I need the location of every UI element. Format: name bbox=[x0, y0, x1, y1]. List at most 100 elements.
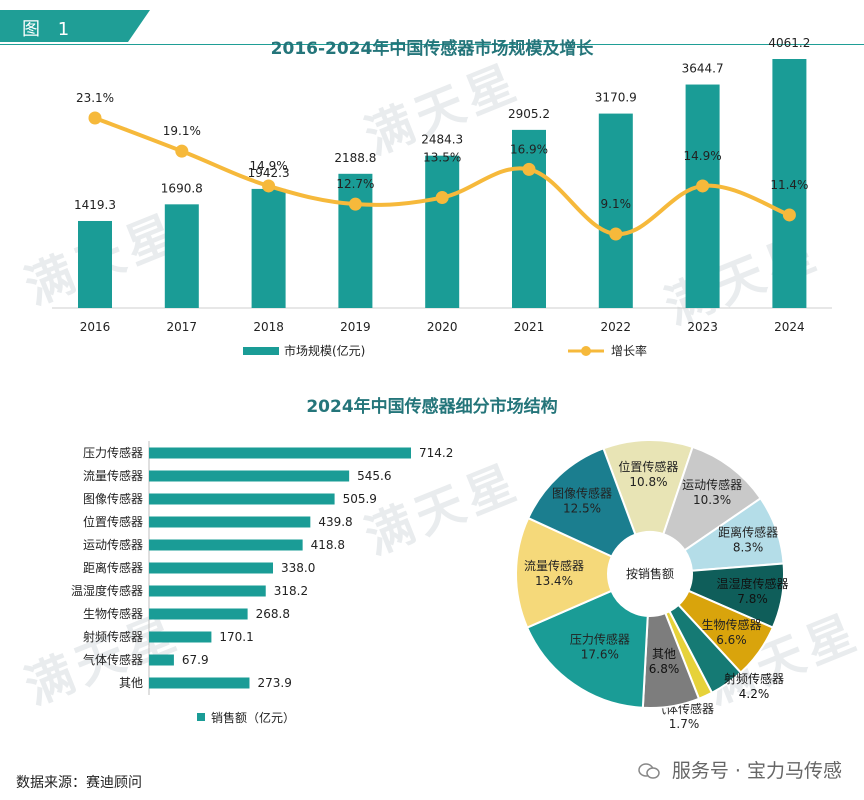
pie-slice-value: 17.6% bbox=[581, 647, 619, 661]
growth-rate-label: 11.4% bbox=[770, 178, 808, 192]
bar-value-label: 170.1 bbox=[219, 630, 253, 644]
pie-slice-value: 4.2% bbox=[739, 687, 770, 701]
wechat-icon bbox=[638, 763, 660, 779]
pie-slice-value: 13.4% bbox=[535, 574, 573, 588]
pie-slice-name: 距离传感器 bbox=[718, 524, 778, 539]
pie-slice-value: 1.7% bbox=[669, 717, 700, 731]
segment-bar-chart: 压力传感器 714.2 流量传感器 545.6 图像传感器 505.9 位置传感器 439.8… bbox=[71, 441, 453, 725]
y-tick-label: 图像传感器 bbox=[83, 491, 143, 506]
legend-swatch-market-size bbox=[243, 347, 279, 355]
pie-slice bbox=[526, 447, 637, 558]
bar-market-size bbox=[512, 129, 546, 308]
pie-slice-name: 其他 bbox=[652, 647, 676, 661]
bar-market-size bbox=[685, 84, 720, 309]
bar-market-size bbox=[78, 220, 112, 308]
legend-swatch-sales bbox=[197, 713, 205, 721]
growth-rate-point bbox=[609, 227, 623, 241]
y-tick-label: 流量传感器 bbox=[83, 468, 143, 483]
figure-label: 图 1 bbox=[0, 10, 150, 42]
x-tick-label: 2018 bbox=[253, 320, 284, 334]
bar-value-label: 67.9 bbox=[182, 653, 209, 667]
legend-label-growth-rate: 增长率 bbox=[611, 343, 647, 358]
legend-label-sales: 销售额（亿元） bbox=[211, 710, 295, 725]
growth-rate-point bbox=[435, 191, 449, 205]
x-tick-label: 2021 bbox=[514, 320, 545, 334]
pie-center-label: 按销售额 bbox=[626, 566, 674, 581]
bar-value-label: 268.8 bbox=[256, 607, 290, 621]
bar-segment-sales bbox=[149, 539, 303, 551]
growth-rate-point bbox=[175, 144, 189, 158]
bar-value-label: 1942.3 bbox=[248, 166, 290, 180]
growth-rate-label: 19.1% bbox=[163, 124, 201, 138]
x-tick-label: 2020 bbox=[427, 320, 458, 334]
header-divider bbox=[0, 44, 864, 45]
bar-segment-sales bbox=[149, 608, 248, 620]
y-tick-label: 生物传感器 bbox=[83, 606, 143, 621]
bar-segment-sales bbox=[149, 585, 266, 597]
bar-value-label: 4061.2 bbox=[768, 36, 810, 50]
market-size-chart: 1419.3 1690.8 1942.3 2188.8 2484.3 2905.2 3170… bbox=[52, 36, 832, 358]
bar-value-label: 418.8 bbox=[311, 538, 345, 552]
bar-value-label: 2905.2 bbox=[508, 107, 550, 121]
pie-slice-name: 射频传感器 bbox=[724, 671, 784, 686]
service-account-text: 服务号 · 宝力马传感 bbox=[671, 760, 842, 782]
bar-value-label: 338.0 bbox=[281, 561, 315, 575]
y-tick-label: 位置传感器 bbox=[83, 514, 143, 529]
bar-value-label: 439.8 bbox=[318, 515, 352, 529]
bar-value-label: 2188.8 bbox=[334, 151, 376, 165]
pie-slice-value: 10.8% bbox=[629, 475, 667, 489]
growth-rate-label: 14.9% bbox=[684, 149, 722, 163]
growth-rate-point bbox=[696, 179, 710, 193]
growth-rate-point bbox=[262, 179, 276, 193]
growth-rate-point bbox=[522, 162, 536, 176]
bar-market-size bbox=[251, 188, 286, 308]
growth-rate-label: 16.9% bbox=[510, 142, 548, 156]
bar-segment-sales bbox=[149, 654, 174, 666]
pie-slice-name: 温湿度传感器 bbox=[717, 576, 789, 591]
bar-segment-sales bbox=[149, 493, 335, 505]
y-tick-label: 运动传感器 bbox=[83, 537, 143, 552]
pie-slice-value: 7.8% bbox=[737, 592, 768, 606]
pie-slice-name: 生物传感器 bbox=[701, 617, 761, 632]
pie-slice-name: 位置传感器 bbox=[618, 459, 678, 474]
growth-rate-label: 13.5% bbox=[423, 151, 461, 165]
bar-market-size bbox=[164, 204, 199, 308]
pie-slice-value: 6.8% bbox=[649, 662, 680, 676]
bar-market-size bbox=[772, 59, 807, 308]
y-tick-label: 气体传感器 bbox=[83, 652, 143, 667]
bar-segment-sales bbox=[149, 562, 273, 574]
growth-rate-label: 12.7% bbox=[336, 177, 374, 191]
legend-marker-growth-rate bbox=[581, 346, 591, 356]
pie-slice bbox=[525, 589, 649, 709]
chart1-title: 2016-2024年中国传感器市场规模及增长 bbox=[270, 39, 594, 59]
pie-slice-name: 流量传感器 bbox=[524, 558, 584, 573]
pie-slice-value: 12.5% bbox=[563, 502, 601, 516]
bar-value-label: 2484.3 bbox=[421, 133, 463, 147]
service-account[interactable]: 服务号 · 宝力马传感 bbox=[638, 756, 842, 783]
y-tick-label: 温湿度传感器 bbox=[71, 583, 143, 598]
bar-segment-sales bbox=[149, 447, 411, 459]
pie-slice bbox=[515, 516, 614, 629]
growth-rate-line bbox=[94, 116, 791, 237]
bar-value-label: 3644.7 bbox=[682, 62, 724, 76]
bar-segment-sales bbox=[149, 677, 250, 689]
bar-value-label: 273.9 bbox=[257, 676, 291, 690]
pie-slice-value: 8.3% bbox=[733, 540, 764, 554]
x-tick-label: 2019 bbox=[340, 320, 371, 334]
bar-market-size bbox=[425, 155, 460, 308]
y-tick-label: 压力传感器 bbox=[83, 445, 143, 460]
bar-value-label: 1419.3 bbox=[74, 198, 116, 212]
x-tick-label: 2016 bbox=[80, 320, 111, 334]
bar-segment-sales bbox=[149, 631, 212, 643]
y-tick-label: 射频传感器 bbox=[83, 629, 143, 644]
pie-slice-name: 运动传感器 bbox=[682, 477, 742, 492]
bar-segment-sales bbox=[149, 516, 311, 528]
bar-segment-sales bbox=[149, 470, 350, 482]
x-tick-label: 2024 bbox=[774, 320, 805, 334]
growth-rate-label: 14.9% bbox=[250, 159, 288, 173]
pie-slice-value: 10.3% bbox=[693, 493, 731, 507]
bar-value-label: 545.6 bbox=[357, 469, 391, 483]
bar-value-label: 318.2 bbox=[274, 584, 308, 598]
legend-label-market-size: 市场规模(亿元) bbox=[284, 343, 365, 358]
